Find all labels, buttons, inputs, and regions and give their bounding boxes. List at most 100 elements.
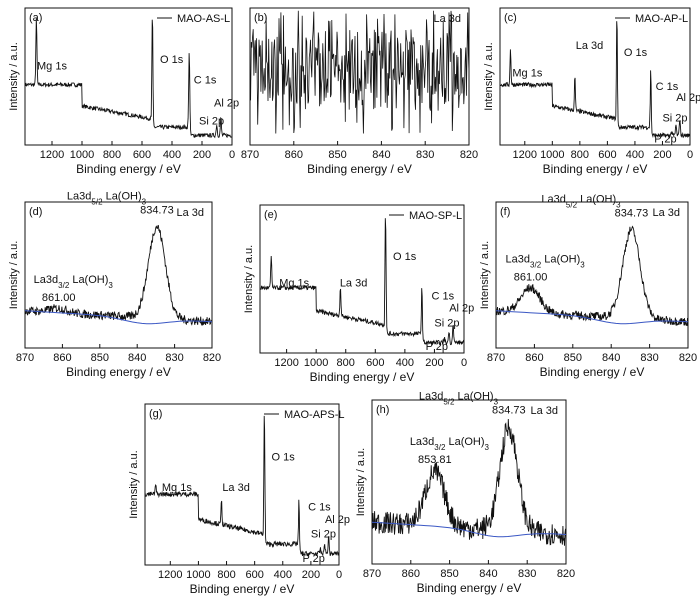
x-tick-label: 850 bbox=[440, 568, 458, 580]
legend-entry: MAO-AS-L bbox=[177, 13, 230, 25]
peak-label: 834.73 bbox=[140, 205, 174, 217]
peak-label: 834.73 bbox=[492, 405, 526, 417]
peak-label: Mg 1s bbox=[512, 68, 542, 80]
x-tick-label: 600 bbox=[366, 357, 384, 369]
x-tick-label: 830 bbox=[640, 352, 658, 364]
x-tick-label: 200 bbox=[193, 149, 211, 161]
panel-label: (f) bbox=[500, 206, 510, 218]
plot-frame bbox=[495, 201, 689, 349]
peak-label: C 1s bbox=[194, 74, 217, 86]
x-tick-label: 200 bbox=[425, 357, 443, 369]
y-axis-label: Intensity / a.u. bbox=[8, 241, 20, 309]
x-tick-label: 400 bbox=[626, 149, 644, 161]
x-tick-label: 1200 bbox=[158, 569, 182, 581]
peak-label: 861.00 bbox=[42, 292, 76, 304]
chart-panel: (g) MAO-APS-L 1200 1000 800 600 400 200 0 Binding… bbox=[128, 403, 350, 596]
chart-panel: (b) La 3d 870 860 850 840 830 820 Binding energy… bbox=[241, 7, 478, 176]
x-tick-label: 800 bbox=[337, 357, 355, 369]
peak-label: 853.81 bbox=[418, 454, 452, 466]
annotation: La3d5/2 La(OH)3 bbox=[541, 193, 621, 209]
x-tick-label: 800 bbox=[217, 569, 235, 581]
peak-label: La 3d bbox=[576, 40, 604, 52]
x-tick-label: 0 bbox=[687, 149, 693, 161]
spectrum-line bbox=[24, 224, 213, 326]
peak-label: P 2p bbox=[654, 133, 676, 145]
y-axis-label: Intensity / a.u. bbox=[479, 241, 491, 309]
x-tick-label: 800 bbox=[571, 149, 589, 161]
y-axis-label: Intensity / a.u. bbox=[483, 42, 495, 110]
background-line bbox=[371, 521, 567, 538]
x-tick-label: 1000 bbox=[186, 569, 210, 581]
peak-label: Al 2p bbox=[449, 303, 474, 315]
panel-label: (e) bbox=[264, 209, 277, 221]
plot-frame bbox=[499, 7, 691, 146]
peak-label: 861.00 bbox=[514, 272, 548, 284]
x-tick-label: 820 bbox=[679, 352, 697, 364]
x-tick-label: 600 bbox=[245, 569, 263, 581]
x-axis-label: Binding energy / eV bbox=[543, 162, 648, 176]
peak-label: Al 2p bbox=[676, 92, 700, 104]
chart-panel: (f) La 3d 870 860 850 840 830 820 Binding energy… bbox=[479, 193, 697, 379]
y-axis-label: Intensity / a.u. bbox=[8, 42, 20, 110]
x-tick-label: 840 bbox=[479, 568, 497, 580]
x-axis-label: Binding energy / eV bbox=[66, 365, 171, 379]
y-axis-label: Intensity / a.u. bbox=[355, 448, 367, 516]
panel-label: (g) bbox=[149, 408, 162, 420]
x-tick-label: 200 bbox=[302, 569, 320, 581]
peak-label: Si 2p bbox=[199, 115, 224, 127]
panel-label: (b) bbox=[254, 12, 267, 24]
x-tick-label: 1000 bbox=[70, 149, 94, 161]
plot-frame bbox=[371, 399, 567, 565]
peak-label: La 3d bbox=[222, 482, 250, 494]
x-tick-label: 870 bbox=[16, 352, 34, 364]
x-tick-label: 850 bbox=[91, 352, 109, 364]
x-tick-label: 860 bbox=[285, 149, 303, 161]
x-axis-label: Binding energy / eV bbox=[307, 162, 412, 176]
annotation: La3d5/2 La(OH)3 bbox=[67, 191, 147, 207]
x-tick-label: 0 bbox=[461, 357, 467, 369]
peak-label: Si 2p bbox=[662, 113, 687, 125]
spectrum-line bbox=[371, 418, 567, 546]
spectrum-line bbox=[500, 21, 691, 139]
x-tick-label: 840 bbox=[128, 352, 146, 364]
x-tick-label: 1200 bbox=[513, 149, 537, 161]
x-axis-label: Binding energy / eV bbox=[76, 162, 181, 176]
background-line bbox=[495, 310, 689, 325]
x-tick-label: 600 bbox=[133, 149, 151, 161]
x-axis-label: Binding energy / eV bbox=[540, 365, 645, 379]
peak-label: Mg 1s bbox=[279, 277, 309, 289]
x-tick-label: 860 bbox=[402, 568, 420, 580]
peak-label: Mg 1s bbox=[162, 482, 192, 494]
x-tick-label: 840 bbox=[602, 352, 620, 364]
annotation: La3d3/2 La(OH)3 bbox=[506, 254, 586, 270]
peak-label: O 1s bbox=[272, 451, 296, 463]
x-tick-label: 400 bbox=[274, 569, 292, 581]
x-tick-label: 0 bbox=[229, 149, 235, 161]
x-tick-label: 1200 bbox=[40, 149, 64, 161]
x-tick-label: 840 bbox=[372, 149, 390, 161]
plot-frame bbox=[249, 7, 470, 146]
x-tick-label: 0 bbox=[336, 569, 342, 581]
spectrum-line bbox=[495, 225, 689, 327]
x-tick-label: 830 bbox=[518, 568, 536, 580]
peak-label: O 1s bbox=[160, 54, 184, 66]
x-axis-label: Binding energy / eV bbox=[417, 581, 522, 595]
plot-frame bbox=[24, 201, 213, 349]
plot-frame bbox=[144, 403, 340, 566]
peak-label: C 1s bbox=[431, 291, 454, 303]
annotation: La3d3/2 La(OH)3 bbox=[410, 436, 490, 452]
x-tick-label: 820 bbox=[460, 149, 478, 161]
legend-entry: La 3d bbox=[530, 405, 558, 417]
panel-label: (c) bbox=[504, 12, 517, 24]
x-tick-label: 800 bbox=[103, 149, 121, 161]
x-tick-label: 200 bbox=[653, 149, 671, 161]
legend-entry: MAO-AP-L bbox=[635, 13, 688, 25]
chart-panel: (e) MAO-SP-L 1200 1000 800 600 400 200 0 Binding … bbox=[243, 204, 474, 384]
x-axis-label: Binding energy / eV bbox=[310, 370, 415, 384]
peak-label: La 3d bbox=[340, 277, 368, 289]
peak-label: P 2p bbox=[302, 553, 324, 565]
chart-panel: (h) La 3d 870 860 850 840 830 820 Binding energy… bbox=[355, 391, 575, 595]
x-tick-label: 830 bbox=[416, 149, 434, 161]
x-tick-label: 1000 bbox=[304, 357, 328, 369]
panel-label: (a) bbox=[29, 12, 42, 24]
